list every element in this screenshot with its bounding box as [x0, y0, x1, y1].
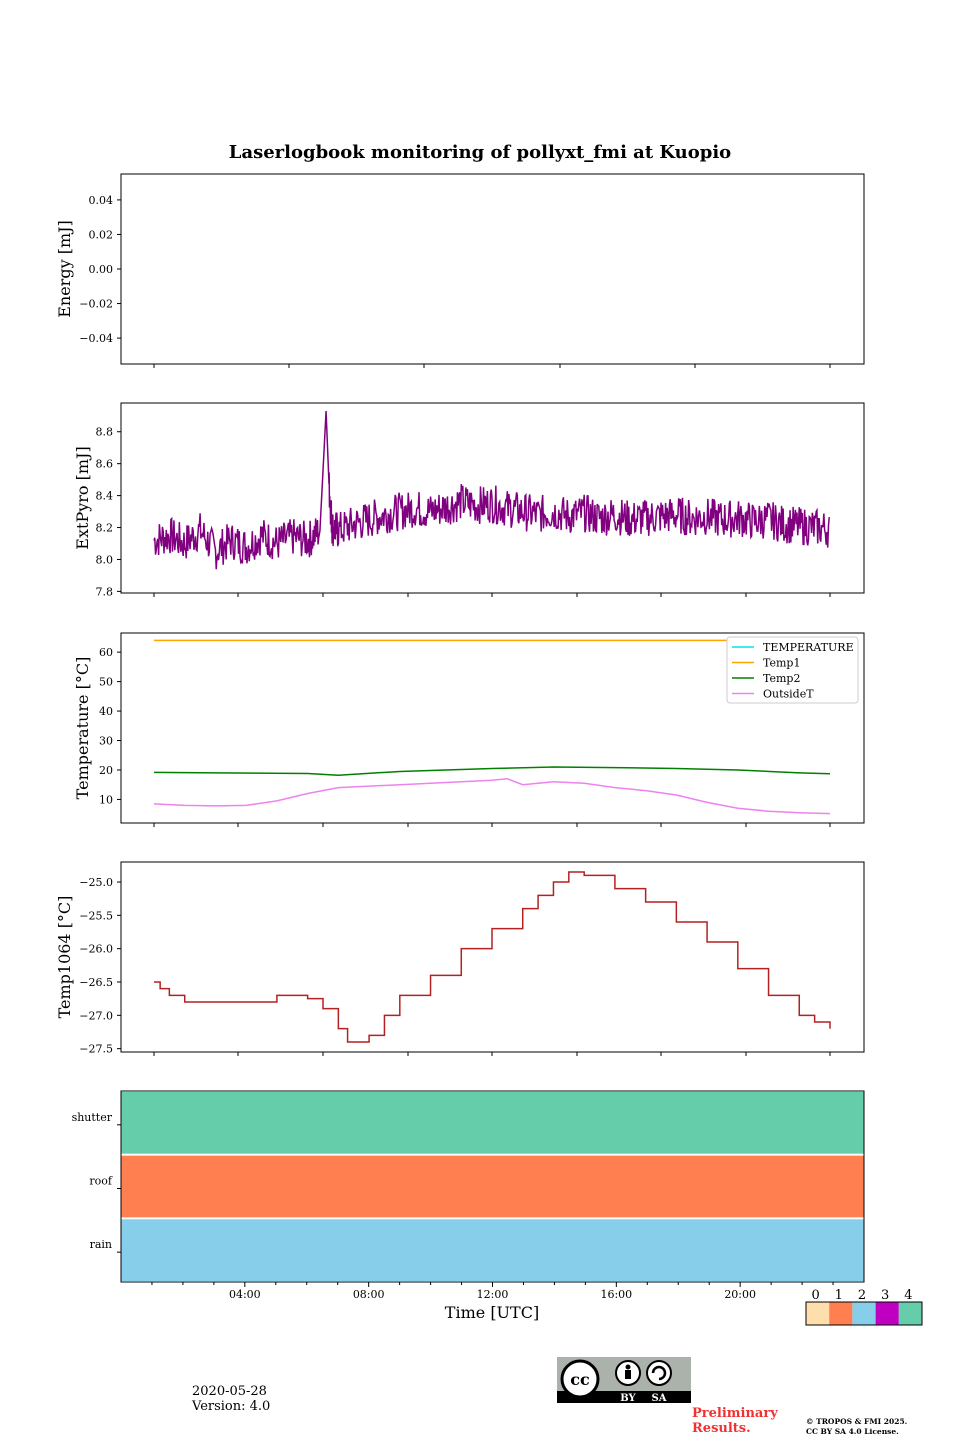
series-line-extpyro: [153, 410, 830, 570]
y-tick-label: −27.0: [79, 1009, 113, 1022]
status-band-roof: [121, 1155, 864, 1218]
x-tick-label: 04:00: [229, 1288, 261, 1301]
status-row-label: rain: [90, 1238, 112, 1251]
axes-frame: [120, 173, 865, 365]
colorbar-swatch: [898, 1302, 922, 1325]
y-tick-label: −25.0: [79, 876, 113, 889]
series-line-temp1064: [154, 871, 831, 1043]
panel-temperature: 60 50 40 30 20 10 Temperature [°C] TEMPERATURE T…: [73, 632, 865, 827]
y-axis-label: Energy [mJ]: [55, 220, 74, 318]
colorbar-label: 0: [811, 1288, 819, 1303]
y-tick-label: 0.00: [89, 263, 114, 276]
y-tick-label: 0.02: [89, 228, 114, 241]
x-tick-label: 08:00: [353, 1288, 385, 1301]
x-tick-label: 12:00: [477, 1288, 509, 1301]
y-tick-label: 10: [99, 793, 113, 806]
colorbar-swatch: [852, 1302, 876, 1325]
copyright-line1: © TROPOS & FMI 2025.: [806, 1417, 908, 1426]
panel-energy: 0.04 0.02 0.00 −0.02 −0.04 Energy [mJ]: [55, 173, 865, 368]
y-tick-label: 8.0: [96, 553, 114, 566]
series-line-temp2: [153, 766, 831, 777]
legend-label: TEMPERATURE: [763, 641, 854, 654]
colorbar-label: 1: [835, 1288, 843, 1303]
y-axis-label: Temperature [°C]: [73, 657, 92, 800]
y-tick-label: 0.04: [89, 194, 114, 207]
colorbar-label: 3: [881, 1288, 889, 1303]
colorbar-label: 4: [904, 1288, 912, 1303]
footer-date: 2020-05-28: [192, 1384, 267, 1399]
legend-label: OutsideT: [763, 688, 814, 701]
x-tick-label: 20:00: [724, 1288, 756, 1301]
cc-text: cc: [570, 1370, 590, 1389]
cc-license-badge: cc BY SA: [557, 1357, 691, 1403]
colorbar-swatch: [806, 1302, 830, 1325]
status-band-rain: [121, 1219, 864, 1281]
copyright-notice: © TROPOS & FMI 2025. CC BY SA 4.0 Licens…: [806, 1417, 907, 1437]
y-tick-label: −0.02: [79, 298, 113, 311]
preliminary-line2: Results.: [692, 1421, 751, 1436]
panel-status: shutter roof rain 04:00 08:00 12:00 16:00 20:00: [72, 1090, 865, 1301]
footer-date-block: 2020-05-28 Version: 4.0: [192, 1384, 270, 1414]
y-tick-label: −27.5: [79, 1043, 113, 1056]
status-band-shutter: [121, 1092, 864, 1154]
legend-label: Temp1: [763, 657, 800, 670]
cc-icon: [560, 1359, 600, 1399]
y-tick-label: 7.8: [96, 585, 114, 598]
chart-title: Laserlogbook monitoring of pollyxt_fmi a…: [229, 142, 731, 163]
y-tick-label: 20: [99, 764, 113, 777]
y-tick-label: −26.0: [79, 943, 113, 956]
preliminary-notice: Preliminary Results.: [692, 1406, 778, 1436]
legend-label: Temp2: [763, 672, 800, 685]
status-row-label: roof: [89, 1175, 113, 1188]
y-axis-label: ExtPyro [mJ]: [73, 446, 92, 549]
x-axis-label: Time [UTC]: [445, 1303, 539, 1322]
y-tick-label: 40: [99, 705, 113, 718]
sa-icon: [646, 1360, 672, 1386]
cc-by-label: BY: [620, 1393, 636, 1403]
y-tick-label: 8.2: [96, 522, 114, 535]
colorbar-swatch: [829, 1302, 853, 1325]
preliminary-line1: Preliminary: [692, 1406, 778, 1421]
y-tick-label: 30: [99, 735, 113, 748]
y-tick-label: −25.5: [79, 909, 113, 922]
y-tick-label: 60: [99, 646, 113, 659]
y-tick-label: 8.4: [96, 490, 114, 503]
axes-frame: [120, 861, 865, 1053]
footer-version: Version: 4.0: [192, 1399, 271, 1414]
cc-sa-label: SA: [652, 1393, 667, 1403]
x-tick-label: 16:00: [600, 1288, 632, 1301]
y-tick-label: −26.5: [79, 976, 113, 989]
legend-box: [726, 636, 859, 704]
series-line-outsidet: [153, 778, 831, 815]
y-tick-label: 8.8: [96, 426, 114, 439]
y-tick-label: −0.04: [79, 332, 113, 345]
status-row-label: shutter: [72, 1111, 113, 1124]
colorbar-label: 2: [858, 1288, 866, 1303]
colorbar-swatch: [875, 1302, 899, 1325]
copyright-line2: CC BY SA 4.0 License.: [806, 1427, 899, 1436]
panel-temp1064: −25.0 −25.5 −26.0 −26.5 −27.0 −27.5 Temp1064 […: [55, 861, 865, 1056]
y-axis-label: Temp1064 [°C]: [55, 896, 74, 1019]
colorbar-frame: [805, 1301, 923, 1326]
y-tick-label: 8.6: [96, 458, 114, 471]
y-tick-label: 50: [99, 676, 113, 689]
panel-extpyro: 8.8 8.6 8.4 8.2 8.0 7.8 ExtPyro [mJ]: [73, 402, 865, 598]
